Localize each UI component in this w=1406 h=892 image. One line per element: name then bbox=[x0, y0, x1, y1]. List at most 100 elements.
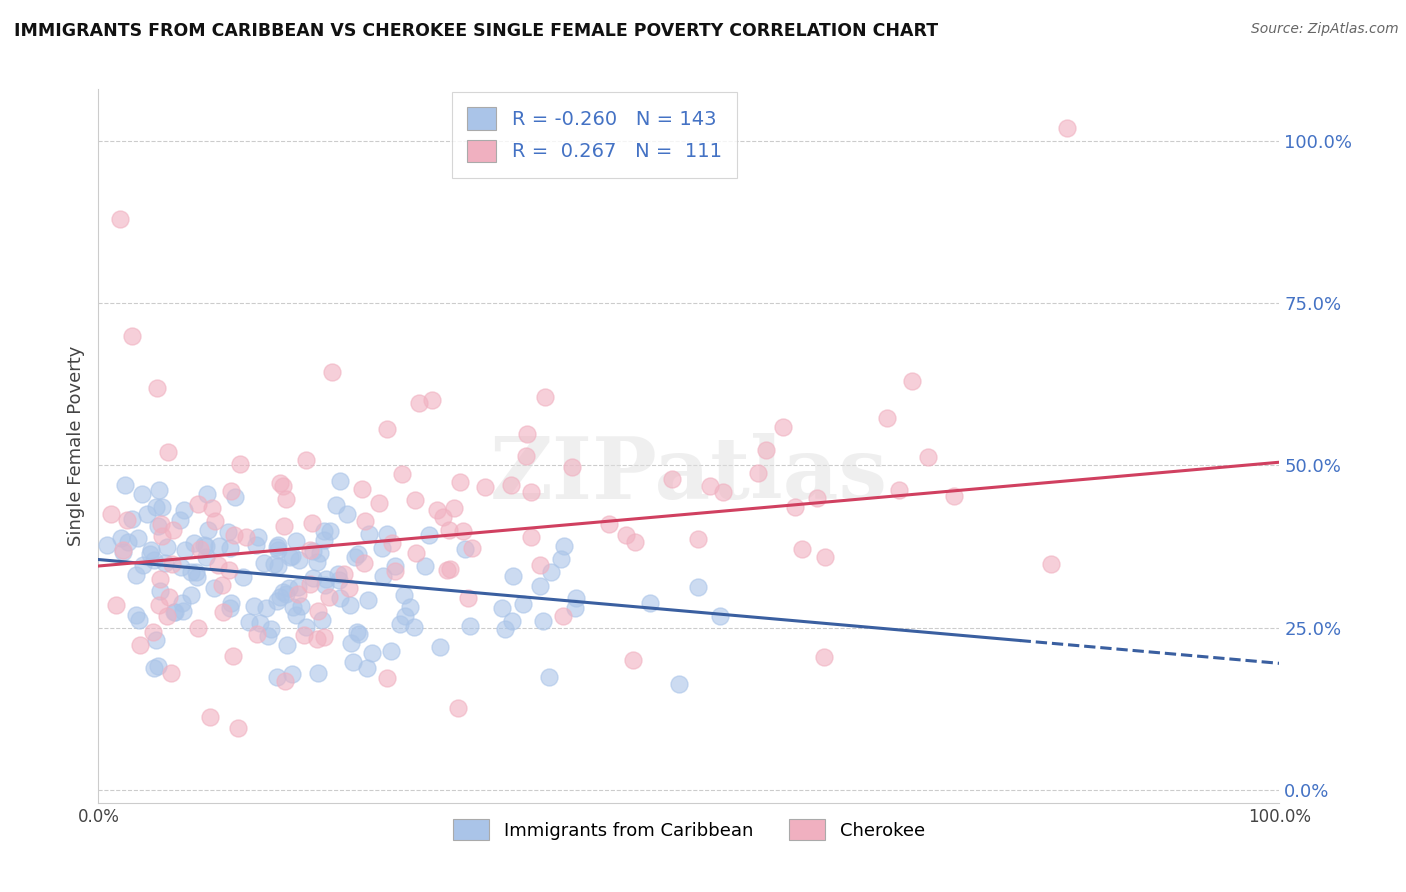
Point bbox=[329, 591, 352, 606]
Point bbox=[449, 475, 471, 490]
Point bbox=[314, 630, 336, 644]
Point bbox=[172, 596, 194, 610]
Point bbox=[405, 546, 427, 560]
Point bbox=[499, 478, 522, 492]
Point bbox=[246, 530, 269, 544]
Point bbox=[520, 531, 543, 545]
Point bbox=[404, 620, 426, 634]
Point bbox=[129, 638, 152, 652]
Point bbox=[432, 510, 454, 524]
Point bbox=[180, 588, 202, 602]
Point bbox=[257, 629, 280, 643]
Point bbox=[307, 665, 329, 680]
Point bbox=[201, 501, 224, 516]
Point bbox=[347, 627, 370, 641]
Point bbox=[115, 513, 138, 527]
Point bbox=[501, 614, 523, 628]
Point bbox=[155, 540, 177, 554]
Point bbox=[621, 653, 644, 667]
Point bbox=[148, 573, 170, 587]
Point bbox=[271, 584, 294, 599]
Point bbox=[157, 591, 180, 605]
Point bbox=[668, 677, 690, 691]
Point bbox=[318, 524, 340, 538]
Point bbox=[146, 381, 169, 395]
Point bbox=[301, 516, 323, 530]
Point bbox=[340, 635, 363, 649]
Point bbox=[187, 497, 209, 511]
Point bbox=[219, 596, 242, 610]
Point bbox=[347, 547, 370, 561]
Point bbox=[276, 638, 298, 652]
Point bbox=[148, 483, 170, 497]
Point bbox=[295, 620, 318, 634]
Point bbox=[564, 601, 586, 615]
Point bbox=[267, 538, 290, 552]
Point bbox=[375, 527, 398, 541]
Point bbox=[301, 571, 323, 585]
Point bbox=[375, 422, 398, 436]
Point bbox=[238, 615, 260, 629]
Point bbox=[553, 539, 575, 553]
Point bbox=[219, 483, 242, 498]
Point bbox=[502, 568, 524, 582]
Point bbox=[173, 503, 195, 517]
Text: Source: ZipAtlas.com: Source: ZipAtlas.com bbox=[1251, 22, 1399, 37]
Point bbox=[688, 532, 710, 546]
Point bbox=[329, 474, 352, 488]
Point bbox=[420, 392, 443, 407]
Point bbox=[388, 616, 411, 631]
Point bbox=[353, 514, 375, 528]
Point bbox=[125, 568, 148, 582]
Point bbox=[222, 648, 245, 663]
Point bbox=[308, 603, 330, 617]
Point bbox=[614, 528, 637, 542]
Point bbox=[443, 501, 465, 516]
Point bbox=[121, 512, 143, 526]
Point bbox=[529, 558, 551, 572]
Point bbox=[253, 556, 276, 570]
Point bbox=[356, 661, 378, 675]
Point bbox=[328, 573, 350, 587]
Point bbox=[121, 328, 143, 343]
Point bbox=[876, 411, 898, 425]
Point bbox=[380, 644, 402, 658]
Point bbox=[219, 601, 242, 615]
Point bbox=[222, 527, 245, 541]
Point bbox=[163, 605, 186, 619]
Point bbox=[150, 528, 173, 542]
Point bbox=[437, 523, 460, 537]
Point bbox=[195, 539, 218, 553]
Point bbox=[260, 622, 283, 636]
Point bbox=[263, 557, 285, 571]
Point bbox=[381, 535, 404, 549]
Point bbox=[153, 556, 176, 570]
Point bbox=[309, 546, 332, 560]
Point bbox=[235, 530, 257, 544]
Point bbox=[271, 479, 294, 493]
Point bbox=[172, 604, 194, 618]
Point bbox=[132, 558, 155, 572]
Point bbox=[491, 601, 513, 615]
Point bbox=[160, 557, 183, 571]
Point bbox=[187, 621, 209, 635]
Point bbox=[371, 541, 394, 556]
Point bbox=[266, 594, 288, 608]
Point bbox=[624, 534, 647, 549]
Point bbox=[232, 570, 254, 584]
Point bbox=[284, 607, 307, 622]
Point bbox=[170, 560, 193, 574]
Point bbox=[315, 572, 337, 586]
Point bbox=[197, 523, 219, 537]
Point bbox=[186, 566, 208, 580]
Point bbox=[711, 485, 734, 500]
Point bbox=[314, 524, 336, 538]
Point bbox=[228, 457, 250, 471]
Point bbox=[284, 534, 307, 549]
Point bbox=[111, 545, 134, 559]
Point bbox=[314, 578, 336, 592]
Point bbox=[917, 450, 939, 464]
Point bbox=[367, 496, 389, 510]
Point bbox=[100, 508, 122, 522]
Point bbox=[457, 591, 479, 605]
